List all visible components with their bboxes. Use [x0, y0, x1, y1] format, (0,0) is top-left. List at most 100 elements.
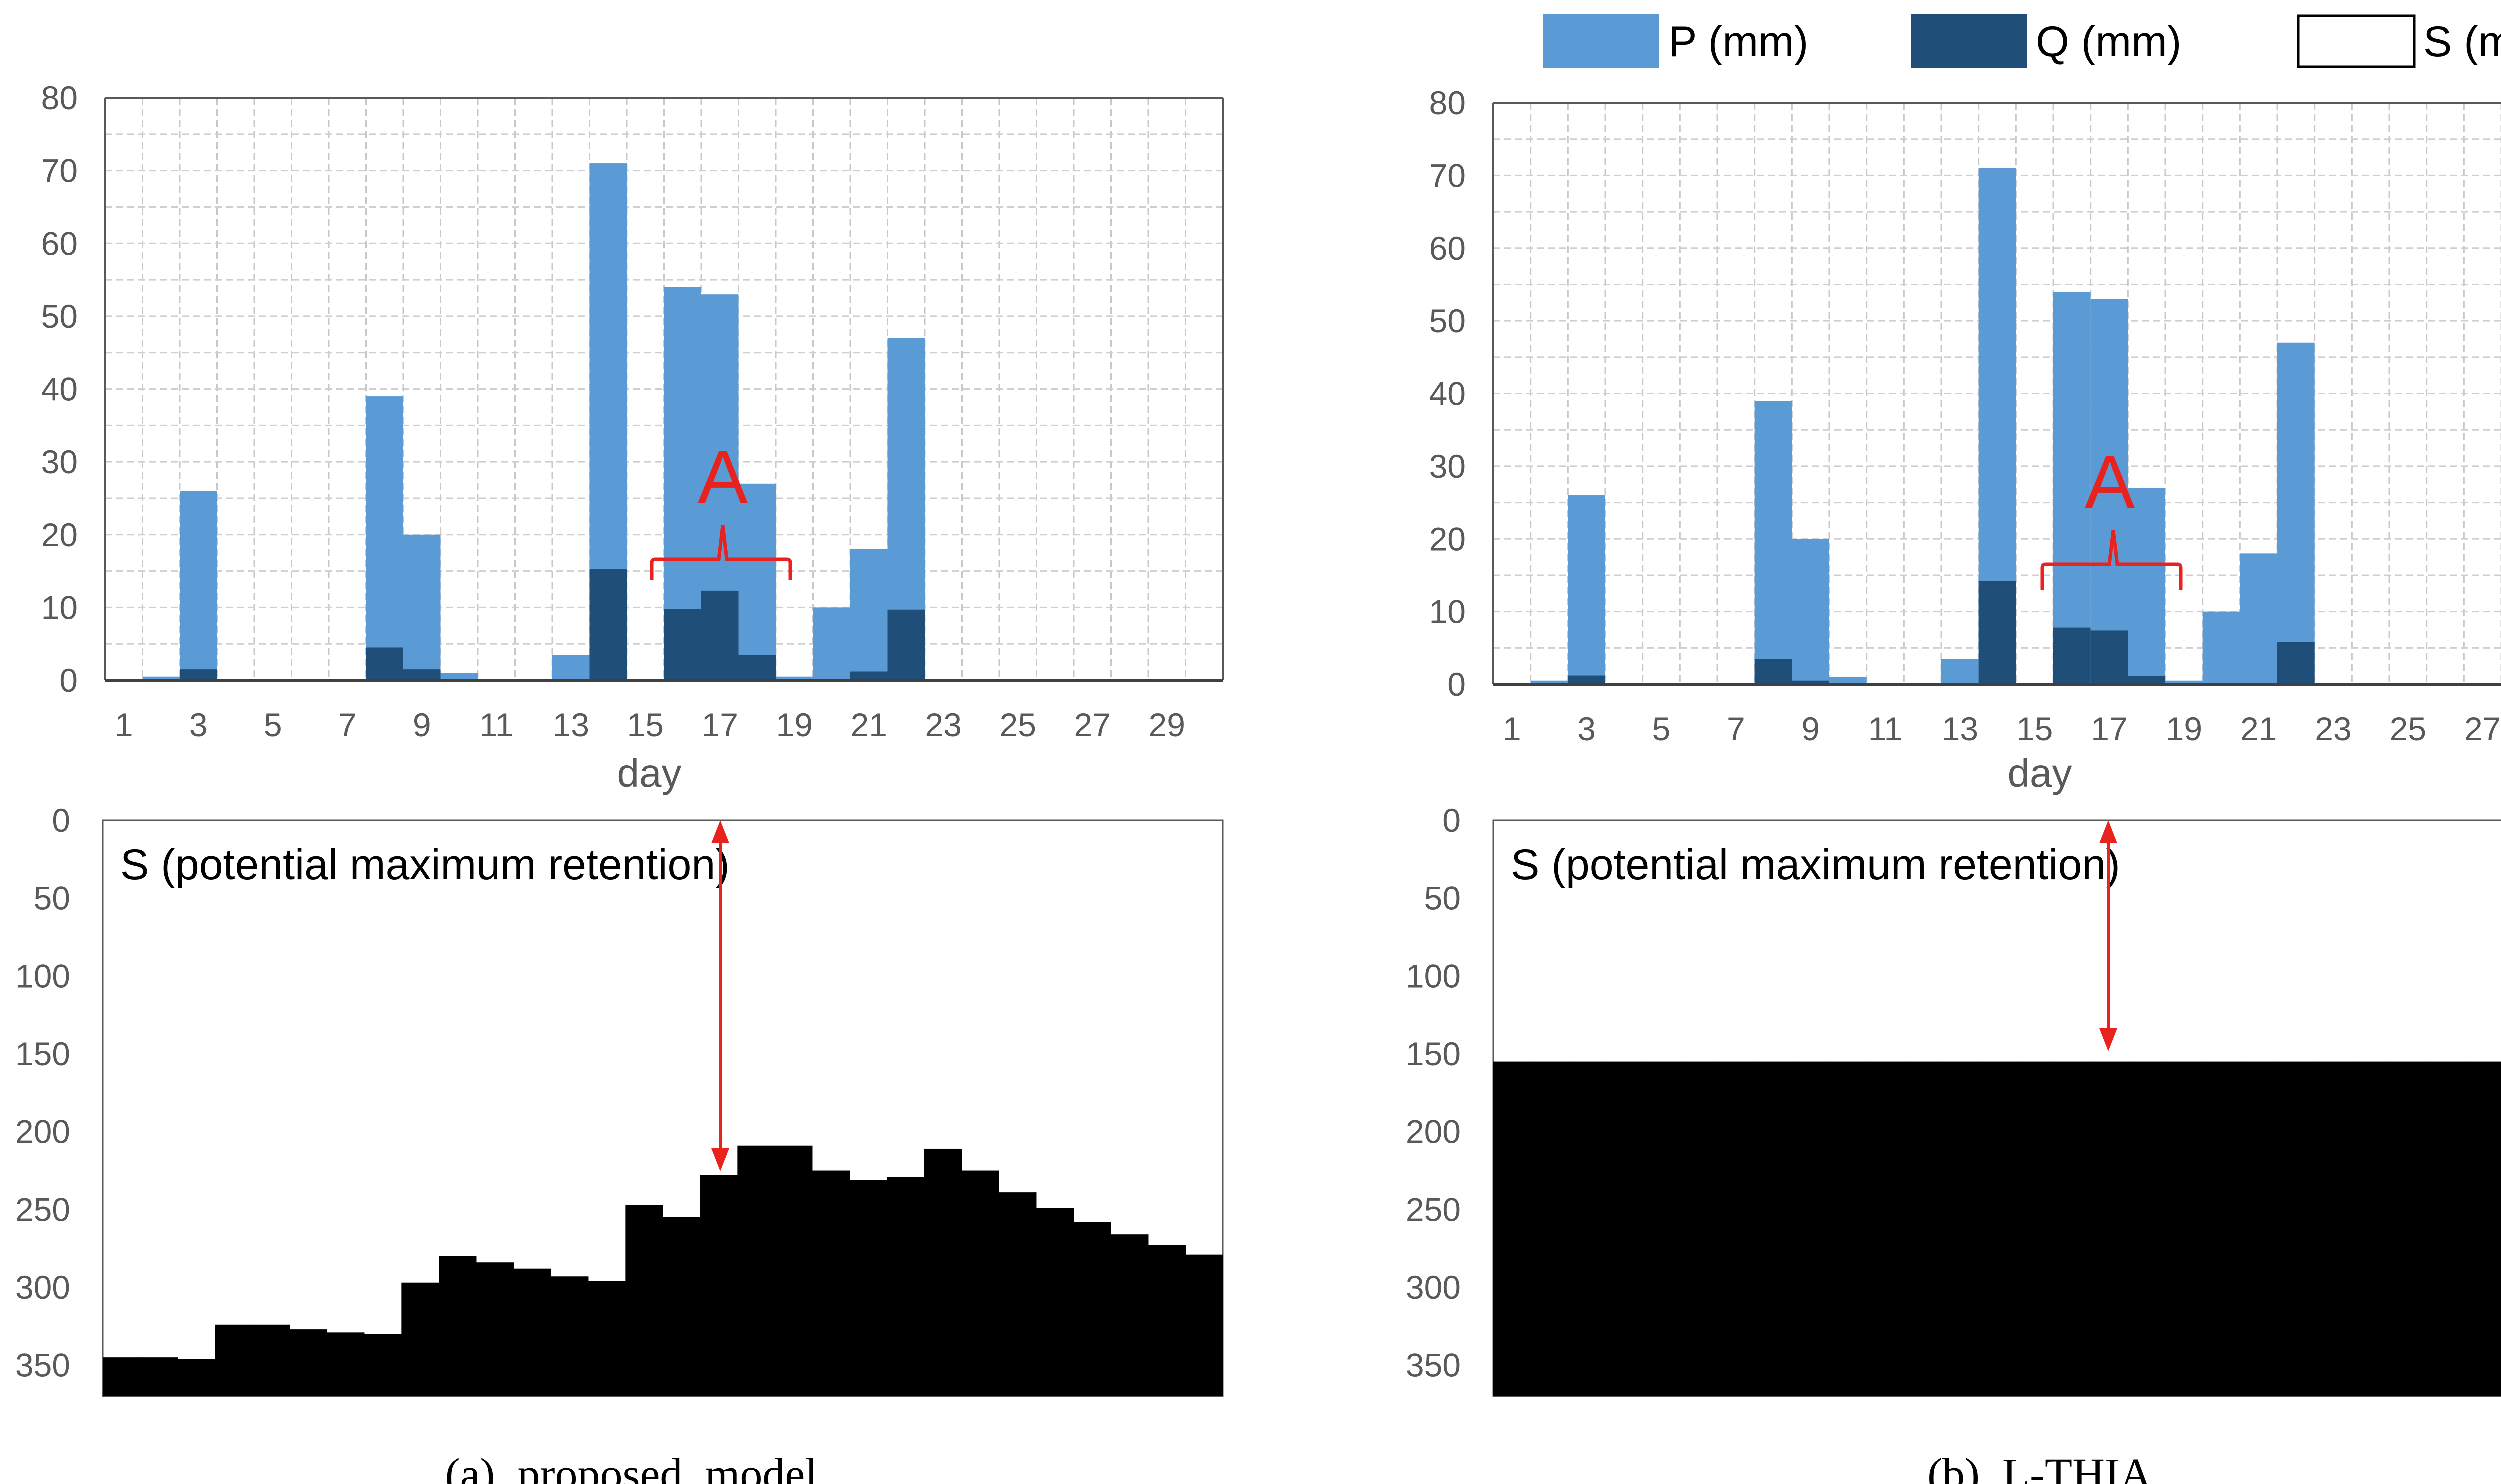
panel-b-x-tick-label: 23 [2315, 710, 2351, 747]
panel-b-p-bar-day-8 [1754, 401, 1792, 684]
panel-b-q-bar-day-22 [2277, 642, 2315, 684]
panel-a-p-bar-day-20 [813, 607, 850, 680]
panel-b-retention-y-tick-label: 150 [1406, 1035, 1461, 1072]
panel-a-retention-step-day-4 [215, 1324, 253, 1396]
panel-a-caption: (a) proposed model [445, 1450, 818, 1484]
panel-a-x-tick-label: 11 [479, 706, 514, 743]
panel-b-p-bar-day-20 [2202, 611, 2240, 684]
panel-b-x-tick-label: 19 [2166, 710, 2202, 747]
panel-a-q-bar-day-17 [701, 590, 739, 680]
panel-a-x-tick-label: 29 [1149, 706, 1185, 743]
panel-b-x-tick-label: 7 [1727, 710, 1745, 747]
panel-a-q-bar-day-14 [589, 569, 627, 680]
panel-a-retention-y-tick-label: 50 [34, 880, 70, 917]
panel-a-retention-y-tick-label: 150 [15, 1035, 70, 1072]
panel-b-retention-step-day-19 [2165, 1061, 2203, 1396]
panel-a-retention-step-day-9 [401, 1282, 439, 1396]
panel-b-p-bar-day-22 [2277, 342, 2315, 684]
panel-a-y-tick-label: 60 [41, 225, 78, 262]
panel-a-q-bar-day-18 [738, 655, 776, 680]
panel-b-p-bar-day-10 [1829, 677, 1867, 684]
panel-a-y-tick-label: 80 [41, 79, 78, 116]
panel-a-retention-step-day-27 [1073, 1222, 1111, 1396]
panel-a-retention-step-day-28 [1111, 1234, 1149, 1396]
panel-b-retention-step-day-12 [1904, 1061, 1942, 1396]
panel-b-retention-step-day-16 [2053, 1061, 2091, 1396]
panel-b-retention-y-tick-label: 50 [1424, 880, 1461, 917]
panel-b-retention-step-day-20 [2202, 1061, 2241, 1396]
panel-b-p-bar-day-19 [2165, 680, 2203, 684]
panel-b-x-axis-label: day [2008, 751, 2072, 795]
panel-a-retention-step-day-2 [140, 1357, 178, 1396]
panel-b-x-tick-label: 27 [2464, 710, 2501, 747]
panel-a-retention-step-day-17 [700, 1175, 738, 1396]
panel-b-y-tick-label: 80 [1429, 84, 1466, 121]
panel-a-y-tick-label: 70 [41, 152, 78, 189]
panel-a-x-tick-label: 21 [851, 706, 887, 743]
panel-b-retention-step-day-11 [1866, 1061, 1905, 1396]
panel-a-retention-step-day-5 [252, 1324, 290, 1396]
panel-a-retention-step-day-21 [849, 1180, 887, 1396]
panel-b-retention-step-day-8 [1754, 1061, 1793, 1396]
panel-b-retention-step-day-23 [2314, 1061, 2353, 1396]
panel-a-annotation-bracket [650, 525, 792, 580]
panel-b-annotation-bracket [2040, 530, 2183, 590]
panel-b-p-bar-day-13 [1941, 659, 1979, 684]
panel-b-retention-step-day-24 [2352, 1061, 2390, 1396]
panel-a-q-bar-day-16 [664, 609, 701, 680]
legend-p-label: P (mm) [1668, 18, 1808, 66]
panel-a-y-tick-label: 40 [41, 371, 78, 408]
panel-b-x-tick-label: 5 [1652, 710, 1671, 747]
panel-a-x-tick-label: 7 [338, 706, 357, 743]
panel-b-retention-chart: 0 50 100 150 200 250 300 350 S (potential maxim… [1406, 802, 2501, 1397]
panel-b-q-bar-day-3 [1568, 675, 1605, 684]
panel-b-retention-y-tick-label: 100 [1406, 957, 1461, 994]
panel-a-retention-step-day-20 [812, 1170, 850, 1396]
panel-a-retention-step-day-16 [663, 1217, 701, 1396]
panel-b-retention-y-tick-label: 200 [1406, 1113, 1461, 1150]
panel-a-x-tick-label: 3 [189, 706, 208, 743]
panel-b-p-bar-day-9 [1792, 539, 1829, 684]
panel-a-retention-step-day-7 [327, 1332, 365, 1396]
panel-b-p-bar-day-2 [1530, 680, 1568, 684]
panel-a-y-tick-label: 0 [59, 662, 78, 699]
panel-a-retention-label: S (potential maximum retention) [120, 841, 730, 889]
legend-q-swatch [1911, 14, 2027, 68]
panel-b-retention-step-day-27 [2464, 1061, 2501, 1396]
panel-a-retention-step-day-13 [551, 1276, 589, 1396]
panel-a-retention-step-day-23 [924, 1148, 962, 1396]
panel-b-y-tick-label: 30 [1429, 448, 1466, 485]
panel-a-p-bar-day-10 [440, 673, 478, 680]
legend: P (mm) Q (mm) S (mm) [1543, 14, 2501, 68]
panel-b-y-tick-label: 70 [1429, 157, 1466, 194]
panel-b-annotation-label: A [2085, 440, 2135, 524]
panel-b-y-tick-label: 10 [1429, 593, 1466, 630]
panel-b-retention-label: S (potential maximum retention) [1511, 841, 2120, 889]
panel-a-y-tick-label: 10 [41, 589, 78, 626]
panel-a-p-bar-day-19 [776, 676, 813, 680]
panel-b-retention-step-day-7 [1717, 1061, 1755, 1396]
panel-b-caption: (b) L-THIA [1927, 1450, 2152, 1484]
panel-a-p-bar-day-18 [738, 483, 776, 680]
panel-b-p-bar-day-18 [2128, 488, 2165, 684]
panel-a-retention-step-day-10 [439, 1256, 477, 1396]
panel-b-retention-step-day-22 [2277, 1061, 2315, 1396]
panel-b-x-tick-label: 9 [1801, 710, 1820, 747]
panel-a-retention-step-day-30 [1185, 1254, 1223, 1396]
panel-b-q-bar-day-8 [1754, 659, 1792, 684]
panel-a-retention-step-day-6 [289, 1329, 327, 1396]
panel-a-q-bar-day-8 [366, 647, 403, 680]
panel-a-retention-step-day-29 [1148, 1245, 1186, 1396]
panel-b-q-bar-day-9 [1792, 680, 1829, 684]
panel-b-y-tick-label: 0 [1447, 666, 1466, 703]
panel-a-retention-step-day-24 [961, 1170, 999, 1396]
legend-s-swatch [2297, 14, 2416, 68]
panel-b-retention-step-day-25 [2389, 1061, 2427, 1396]
panel-a-retention-step-day-14 [588, 1281, 626, 1396]
panel-b-retention-y-tick-label: 300 [1406, 1269, 1461, 1306]
panel-a-retention-chart: 0 50 100 150 200 250 300 350 S (potential maxim… [15, 802, 1224, 1397]
panel-a-p-bar-day-2 [142, 676, 180, 680]
panel-a-y-tick-label: 30 [41, 443, 78, 480]
